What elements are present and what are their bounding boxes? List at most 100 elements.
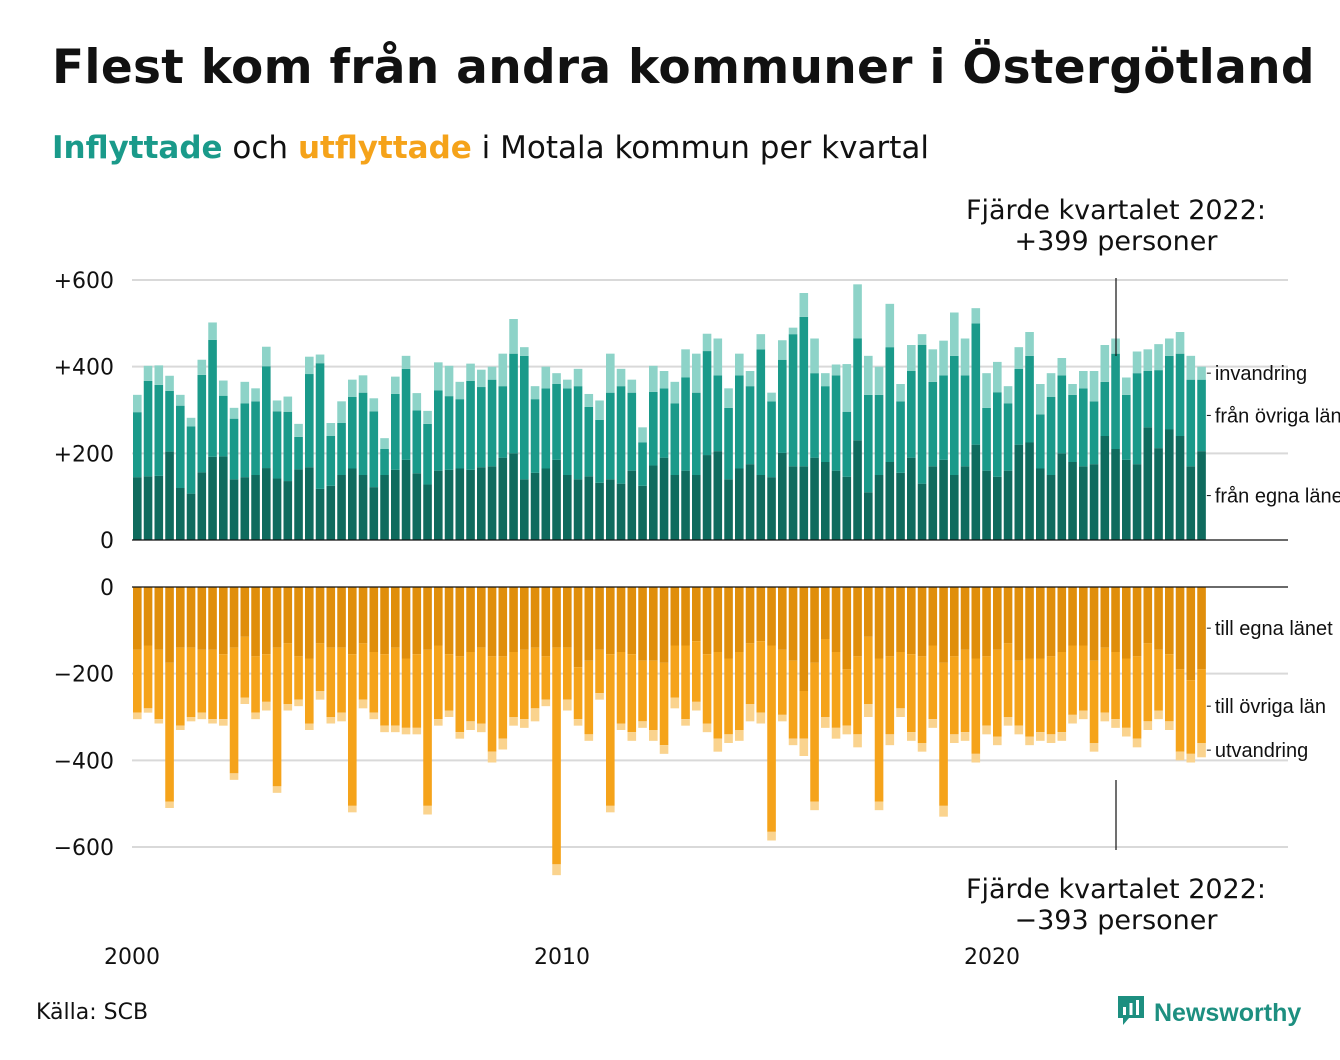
bar-in-segment (401, 459, 411, 540)
bar-in-segment (692, 475, 701, 540)
bar-in-segment (659, 388, 669, 458)
bar-out-segment (756, 641, 766, 713)
x-tick-label: 2000 (104, 945, 160, 970)
bar-in-segment (1089, 371, 1099, 402)
bar-out-segment (326, 717, 336, 724)
bar-out-segment (713, 652, 723, 739)
bar-out-segment (305, 587, 314, 659)
bar-out-segment (681, 587, 690, 646)
bar-in-segment (1057, 358, 1067, 376)
bar-in-segment (563, 388, 572, 475)
bar-in-segment (950, 312, 959, 356)
bar-out-segment (1132, 587, 1142, 657)
bar-out-segment (541, 656, 551, 700)
bar-out-segment (950, 587, 959, 657)
bar-out-segment (294, 656, 303, 700)
bar-in-segment (982, 470, 991, 540)
bar-in-segment (240, 403, 250, 478)
bar-in-segment (477, 387, 486, 468)
bar-in-segment (724, 388, 733, 408)
bar-out-segment (197, 587, 207, 650)
bar-out-segment (799, 738, 809, 756)
bar-in-segment (412, 393, 422, 411)
bar-in-segment (294, 436, 303, 470)
bar-out-segment (1165, 721, 1174, 730)
bar-in-segment (466, 469, 475, 540)
bar-out-segment (810, 587, 819, 663)
bar-out-segment (939, 805, 948, 817)
bar-out-segment (745, 704, 755, 722)
bar-out-segment (1154, 710, 1163, 720)
bar-in-segment (939, 340, 948, 376)
bar-out-segment (208, 649, 217, 720)
bar-out-segment (487, 656, 497, 752)
bar-out-segment (1122, 727, 1131, 737)
bar-out-segment (455, 587, 465, 657)
brand-name: Newsworthy (1154, 998, 1302, 1027)
bar-out-segment (1079, 587, 1088, 646)
bar-out-segment (864, 587, 873, 637)
bar-in-segment (745, 371, 755, 387)
bar-in-segment (831, 470, 841, 540)
y-tick-top: +200 (54, 442, 114, 467)
bar-out-segment (1089, 743, 1099, 752)
bar-in-segment (788, 334, 798, 467)
bar-in-segment (509, 453, 518, 540)
bar-in-segment (1046, 373, 1056, 397)
bar-in-segment (1025, 332, 1034, 356)
bar-in-segment (251, 388, 260, 402)
bar-out-segment (1100, 647, 1110, 713)
bar-in-segment (530, 399, 540, 473)
bar-in-segment (1003, 403, 1013, 471)
bar-in-segment (455, 399, 465, 469)
annotation-bottom-line1: Fjärde kvartalet 2022: (966, 874, 1266, 905)
bar-in-segment (606, 479, 615, 540)
bar-in-segment (154, 475, 164, 540)
bar-in-segment (799, 293, 809, 317)
bar-out-segment (928, 719, 938, 728)
bar-out-segment (821, 717, 830, 728)
bar-out-segment (982, 656, 991, 726)
bar-in-segment (1154, 344, 1163, 371)
bar-out-segment (143, 645, 153, 709)
bar-out-segment (1122, 587, 1131, 659)
bar-in-segment (778, 359, 787, 453)
bar-in-segment (1186, 466, 1196, 540)
bar-out-segment (251, 712, 260, 720)
bar-in-segment (229, 479, 239, 540)
chart-title: Flest kom från andra kommuner i Östergöt… (52, 40, 1315, 95)
bar-out-segment (423, 587, 432, 650)
bar-in-segment (885, 347, 895, 462)
bar-in-segment (649, 365, 658, 392)
bar-in-segment (767, 392, 776, 402)
bar-in-segment (821, 462, 830, 540)
bar-in-segment (219, 380, 228, 396)
bar-out-segment (165, 801, 174, 808)
bar-out-segment (326, 647, 336, 717)
bar-in-segment (670, 403, 680, 475)
bar-out-segment (143, 587, 153, 646)
bar-out-segment (702, 587, 712, 655)
bar-out-segment (530, 647, 540, 709)
bar-in-segment (262, 346, 271, 367)
bar-in-segment (649, 465, 658, 540)
bar-in-segment (1165, 429, 1174, 540)
bar-in-segment (606, 353, 615, 393)
bar-in-segment (197, 359, 207, 375)
bar-in-segment (434, 362, 443, 391)
bar-out-segment (358, 643, 368, 700)
bar-out-segment (337, 712, 346, 722)
segment-label-out: till övriga län (1215, 696, 1326, 718)
bar-out-segment (186, 647, 196, 717)
bar-in-segment (670, 475, 680, 540)
bar-out-segment (498, 738, 508, 750)
bar-out-segment (799, 691, 809, 739)
bar-in-segment (498, 353, 508, 387)
bar-in-segment (1122, 394, 1131, 460)
bar-out-segment (240, 587, 250, 637)
bar-in-segment (1100, 345, 1110, 382)
bar-out-segment (670, 587, 680, 646)
bar-in-segment (842, 364, 852, 412)
bar-in-segment (659, 457, 669, 540)
bar-in-segment (831, 364, 841, 376)
